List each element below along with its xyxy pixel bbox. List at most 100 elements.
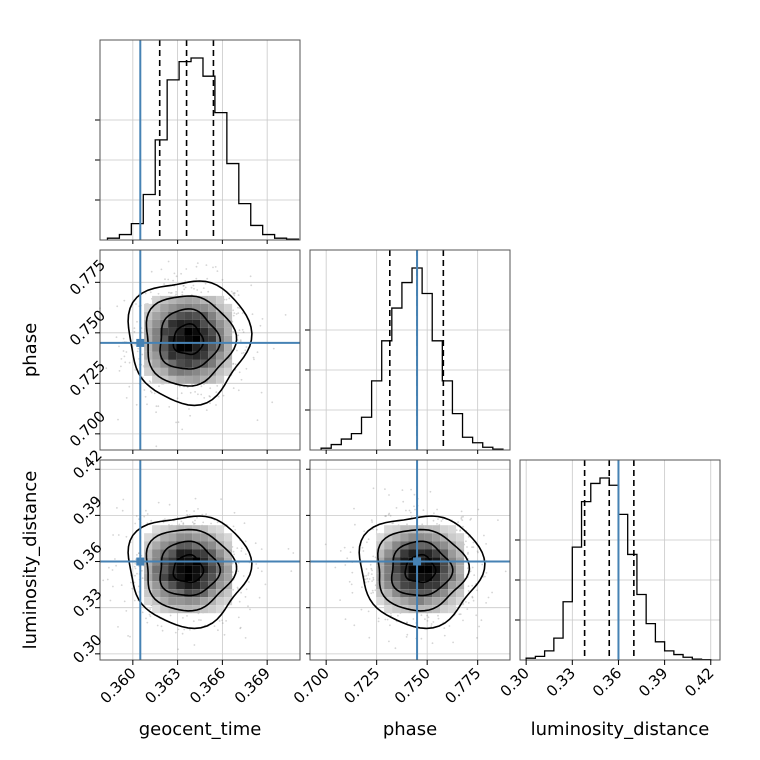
sample-point: [143, 389, 146, 391]
density-cell: [392, 533, 401, 542]
sample-point: [344, 564, 347, 566]
sample-point: [216, 385, 219, 387]
density-cell: [160, 319, 169, 328]
sample-point: [344, 618, 347, 621]
sample-point: [112, 585, 114, 588]
sample-point: [485, 602, 487, 604]
sample-point: [202, 287, 205, 289]
contour-line: [376, 528, 471, 612]
density-cell: [400, 597, 409, 606]
density-cell: [432, 589, 441, 598]
density-cell: [424, 533, 433, 542]
sample-point: [122, 498, 125, 501]
density-cell: [168, 327, 177, 336]
density-cell: [416, 565, 425, 574]
density-cell: [192, 589, 201, 598]
sample-point: [235, 313, 238, 315]
sample-point: [363, 530, 366, 533]
density-cell: [408, 533, 417, 542]
sample-point: [212, 266, 214, 269]
density-cell: [176, 375, 185, 384]
sample-point: [161, 629, 164, 632]
sample-point: [193, 510, 196, 512]
density-cell: [392, 565, 401, 574]
sample-point: [466, 567, 469, 570]
density-cell: [152, 597, 161, 606]
sample-point: [371, 521, 373, 523]
sample-point: [135, 515, 138, 517]
density-cell: [216, 367, 225, 376]
sample-point: [485, 572, 488, 574]
sample-point: [141, 577, 144, 579]
sample-point: [369, 563, 372, 566]
sample-point: [145, 509, 147, 512]
density-cell: [392, 541, 401, 550]
sample-point: [195, 265, 198, 268]
sample-point: [272, 347, 275, 350]
density-cell: [176, 525, 185, 534]
density-cell: [216, 319, 225, 328]
sample-point: [180, 520, 183, 523]
sample-point: [184, 280, 187, 282]
density-cell: [200, 375, 209, 384]
sample-point: [476, 637, 478, 639]
sample-point: [208, 395, 211, 397]
sample-point: [242, 351, 245, 354]
sample-point: [214, 266, 217, 268]
sample-point: [191, 521, 194, 524]
density-cell: [152, 549, 161, 558]
sample-point: [429, 490, 432, 493]
sample-point: [441, 518, 444, 521]
contour-line: [358, 515, 486, 630]
sample-point: [194, 497, 197, 500]
density-cell: [200, 351, 209, 360]
sample-point: [469, 519, 472, 521]
sample-point: [473, 574, 476, 576]
density-cell: [440, 605, 449, 614]
sample-point: [472, 546, 475, 549]
density-cell: [400, 533, 409, 542]
sample-point: [186, 615, 188, 617]
density-cell: [176, 565, 185, 574]
sample-point: [225, 298, 228, 301]
sample-point: [186, 513, 189, 516]
sample-point: [469, 570, 472, 573]
panel-grid: [310, 250, 510, 450]
sample-point: [146, 621, 149, 624]
density-cell: [176, 581, 185, 590]
sample-point: [201, 513, 204, 516]
density-cell: [184, 541, 193, 550]
sample-point: [205, 513, 208, 516]
sample-point: [402, 500, 405, 503]
sample-point: [242, 575, 245, 577]
density-cell: [208, 319, 217, 328]
density-cell: [448, 525, 457, 534]
sample-point: [205, 264, 208, 266]
sample-point: [353, 624, 356, 627]
sample-point: [467, 602, 470, 604]
sample-point: [125, 351, 128, 353]
density-cell: [200, 589, 209, 598]
sample-point: [237, 588, 239, 590]
density-cell: [160, 335, 169, 344]
density-cell: [176, 541, 185, 550]
contour-line: [172, 553, 205, 584]
sample-point: [175, 291, 178, 293]
sample-point: [233, 294, 236, 297]
density-cell: [432, 549, 441, 558]
sample-point: [388, 494, 390, 496]
sample-point: [233, 292, 236, 295]
sample-point: [133, 565, 136, 568]
density-cell: [160, 573, 169, 582]
density-cell: [176, 533, 185, 542]
sample-point: [134, 369, 137, 371]
sample-point: [476, 589, 478, 592]
sample-point: [244, 553, 247, 555]
density-cell: [200, 303, 209, 312]
sample-point: [182, 522, 185, 524]
density-cell: [160, 303, 169, 312]
density-cell: [160, 359, 169, 368]
sample-point: [105, 367, 108, 370]
density-cell: [408, 541, 417, 550]
